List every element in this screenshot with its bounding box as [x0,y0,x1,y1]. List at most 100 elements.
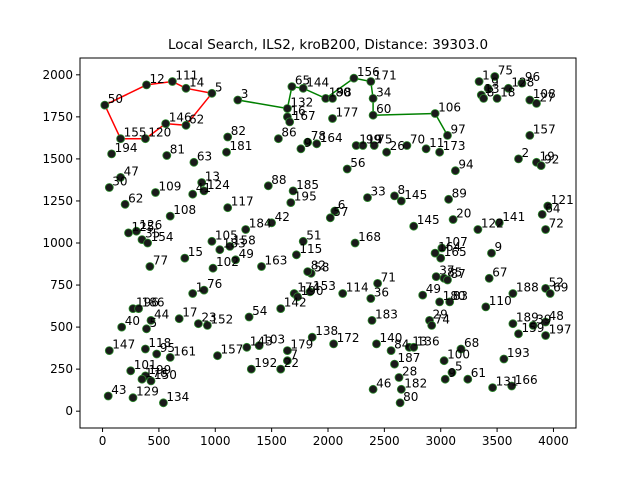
city-label: 72 [549,217,564,231]
y-axis-ticks: 0 250 500 750 1000 1250 1500 1750 2000 [42,68,80,418]
city-point [287,82,297,91]
city-label: 70 [410,133,425,147]
city-point [189,157,199,167]
city-point [367,315,377,325]
city-point [208,263,218,273]
city-label: 166 [515,373,538,387]
city-point [525,130,535,140]
city-point [223,132,233,142]
city-point [418,290,428,300]
city-label: 42 [275,210,290,224]
city-point [386,346,396,356]
city-point [165,211,175,221]
city-label: 134 [166,390,189,404]
city-label: 195 [294,190,317,204]
city-label: 8 [487,85,495,99]
city-label: 161 [173,344,196,358]
city-label: 75 [498,64,513,78]
city-label: 105 [215,228,238,242]
city-label: 77 [153,254,168,268]
city-point [146,376,156,386]
city-point [291,250,301,260]
city-label: 108 [173,203,196,217]
city-label: 13 [484,82,499,96]
city-point [445,297,455,307]
city-label: 177 [336,106,359,120]
city-point [181,83,191,93]
city-label: 47 [124,164,139,178]
city-label: 142 [284,296,307,310]
city-point [263,181,273,191]
city-label: 188 [516,281,539,295]
city-label: 2 [522,146,530,160]
city-label: 163 [265,254,288,268]
city-point [207,236,217,246]
city-point [528,320,538,330]
city-label: 18 [500,85,515,99]
city-label: 8 [398,183,406,197]
city-label: 1 [196,281,204,295]
city-label: 29 [433,307,448,321]
city-point [242,342,252,352]
city-point [439,356,449,366]
city-point [490,72,500,81]
city-point [285,117,295,127]
city-label: 144 [306,75,329,89]
city-label: 129 [136,385,159,399]
city-label: 99 [366,133,381,147]
city-label: 143 [250,334,273,348]
city-label: 44 [154,307,169,321]
city-label: 158 [233,233,256,247]
city-label: 56 [350,156,365,170]
city-label: 11 [429,136,444,150]
city-point [514,154,523,164]
city-point [104,183,114,192]
city-point [508,319,518,329]
city-point [366,77,376,86]
city-point [536,161,546,171]
city-point [128,393,138,403]
city-label: 62 [128,191,143,205]
city-point [100,100,110,110]
city-label: 101 [134,358,157,372]
city-point [142,80,151,90]
city-label: 167 [293,109,316,123]
city-label: 154 [151,230,174,244]
city-point [162,151,172,160]
city-label: 103 [262,333,285,347]
city-label: 187 [398,351,421,365]
x-tick-label: 3000 [425,434,456,448]
city-label: 141 [502,210,525,224]
city-label: 124 [207,178,230,192]
city-label: 67 [492,265,507,279]
city-point [543,201,553,211]
y-tick-label: 250 [50,362,73,376]
city-label: 23 [201,311,216,325]
city-point [246,364,256,374]
city-label: 184 [249,217,272,231]
city-label: 193 [507,346,530,360]
city-point [382,147,392,157]
city-label: 82 [231,124,246,138]
city-label: 39 [536,312,551,326]
city-point [394,373,404,382]
city-point [514,329,523,339]
city-label: 86 [281,126,296,140]
city-label: 82 [311,259,326,273]
city-label: 17 [182,306,197,320]
city-label: 6 [338,198,346,212]
city-point [298,236,308,246]
city-point [199,186,209,196]
city-point [349,73,359,83]
city-label: 152 [210,312,233,326]
city-point [372,339,381,349]
city-label: 136 [417,334,440,348]
city-point [541,331,550,340]
city-point [435,147,445,157]
city-point [366,294,376,303]
city-point [174,314,184,324]
city-label: 172 [337,331,360,345]
city-point [363,193,372,203]
city-label: 85 [447,265,462,279]
